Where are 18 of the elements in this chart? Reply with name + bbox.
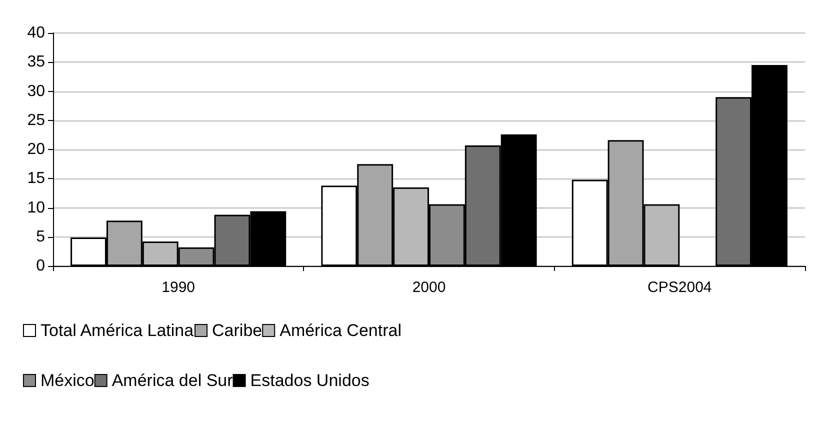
legend-label: Total América Latina xyxy=(40,321,194,340)
y-tick-label: 20 xyxy=(27,141,46,158)
legend-label: Caribe xyxy=(212,321,262,340)
y-tick-label: 10 xyxy=(27,199,46,216)
legend-label: Estados Unidos xyxy=(250,371,370,390)
legend-label: América Central xyxy=(280,321,402,340)
y-tick-label: 15 xyxy=(27,170,46,188)
x-tick-label: 1990 xyxy=(162,279,196,296)
y-tick-label: 30 xyxy=(27,82,46,100)
legend-label: México xyxy=(40,371,94,390)
y-tick-label: 35 xyxy=(27,54,46,71)
x-tick-label: 2000 xyxy=(412,279,446,296)
y-tick-label: 0 xyxy=(36,258,46,274)
x-tick-label: CPS2004 xyxy=(648,279,712,296)
legend-label: América del Sur xyxy=(112,371,234,390)
y-tick-label: 25 xyxy=(27,112,46,129)
y-tick-label: 5 xyxy=(36,228,46,246)
y-tick-label: 40 xyxy=(27,24,46,42)
